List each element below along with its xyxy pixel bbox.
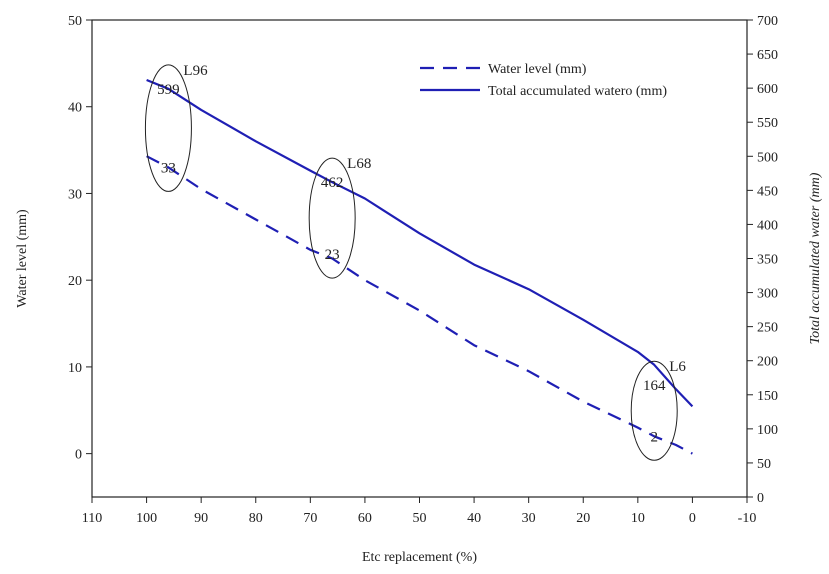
x-tick-label: 20 <box>576 511 590 526</box>
annotation-label: L6 <box>669 359 686 375</box>
x-tick-label: 60 <box>358 511 372 526</box>
y-axis-title: Water level (mm) <box>15 209 30 308</box>
annotation-layer: 599 33 L96 462 23 L68 164 2 L6 <box>144 63 686 461</box>
y2-tick-label: 350 <box>757 253 778 268</box>
x-tick-label: 40 <box>467 511 481 526</box>
annotation-ellipse <box>308 157 356 279</box>
y2-tick-label: 500 <box>757 150 778 165</box>
series-layer <box>146 78 694 455</box>
annotation-bottom-value: 23 <box>325 247 340 263</box>
annotation-label: L68 <box>347 156 371 172</box>
y2-tick-label: 50 <box>757 457 771 472</box>
y2-tick-label: 650 <box>757 48 778 63</box>
annotation-top-value: 599 <box>157 82 180 98</box>
y2-tick-label: 150 <box>757 389 778 404</box>
legend: Water level (mm) Total accumulated watero… <box>420 62 667 99</box>
water-level-line <box>146 155 693 455</box>
x-tick-label: -10 <box>738 511 757 526</box>
annotation-bottom-value: 2 <box>650 429 658 445</box>
x-tick-label: 110 <box>82 511 102 526</box>
y2-tick-label: 400 <box>757 218 778 233</box>
y-tick-label: 20 <box>68 274 82 289</box>
x-tick-label: 90 <box>194 511 208 526</box>
y2-tick-label: 700 <box>757 14 778 29</box>
x-tick-label: 0 <box>689 511 696 526</box>
x-tick-label: 70 <box>303 511 317 526</box>
annotation-bottom-value: 33 <box>161 160 176 176</box>
legend-label: Total accumulated watero (mm) <box>488 84 667 99</box>
y2-tick-label: 100 <box>757 423 778 438</box>
legend-label: Water level (mm) <box>488 62 587 77</box>
y-axis-left: 0 10 20 30 40 50 <box>68 14 92 463</box>
annotation-ellipse <box>630 360 678 461</box>
y2-tick-label: 0 <box>757 491 764 506</box>
y2-tick-label: 600 <box>757 82 778 97</box>
y-tick-label: 10 <box>68 361 82 376</box>
y2-tick-label: 250 <box>757 321 778 336</box>
x-tick-label: 100 <box>136 511 157 526</box>
y-tick-label: 40 <box>68 101 82 116</box>
y-tick-label: 30 <box>68 187 82 202</box>
x-tick-label: 80 <box>249 511 263 526</box>
y-tick-label: 50 <box>68 14 82 29</box>
y2-tick-label: 200 <box>757 355 778 370</box>
total-accumulated-water-line <box>146 78 694 408</box>
x-tick-label: 50 <box>413 511 427 526</box>
annotation-top-value: 164 <box>643 378 666 394</box>
annotation-ellipse <box>144 64 192 192</box>
y2-tick-label: 450 <box>757 184 778 199</box>
x-axis: 110 100 90 80 70 60 50 40 30 20 10 0 -10 <box>82 497 757 526</box>
x-tick-label: 30 <box>522 511 536 526</box>
x-axis-title: Etc replacement (%) <box>362 550 477 565</box>
annotation-label: L96 <box>183 63 208 79</box>
y2-axis-title: Total accumulated water (mm) <box>808 172 823 344</box>
x-tick-label: 10 <box>631 511 645 526</box>
annotation-top-value: 462 <box>321 175 344 191</box>
y2-tick-label: 550 <box>757 116 778 131</box>
y-axis-right: 0 50 100 150 200 250 300 350 400 450 500 550 600 650 7… <box>747 14 778 506</box>
y-tick-label: 0 <box>75 448 82 463</box>
y2-tick-label: 300 <box>757 287 778 302</box>
